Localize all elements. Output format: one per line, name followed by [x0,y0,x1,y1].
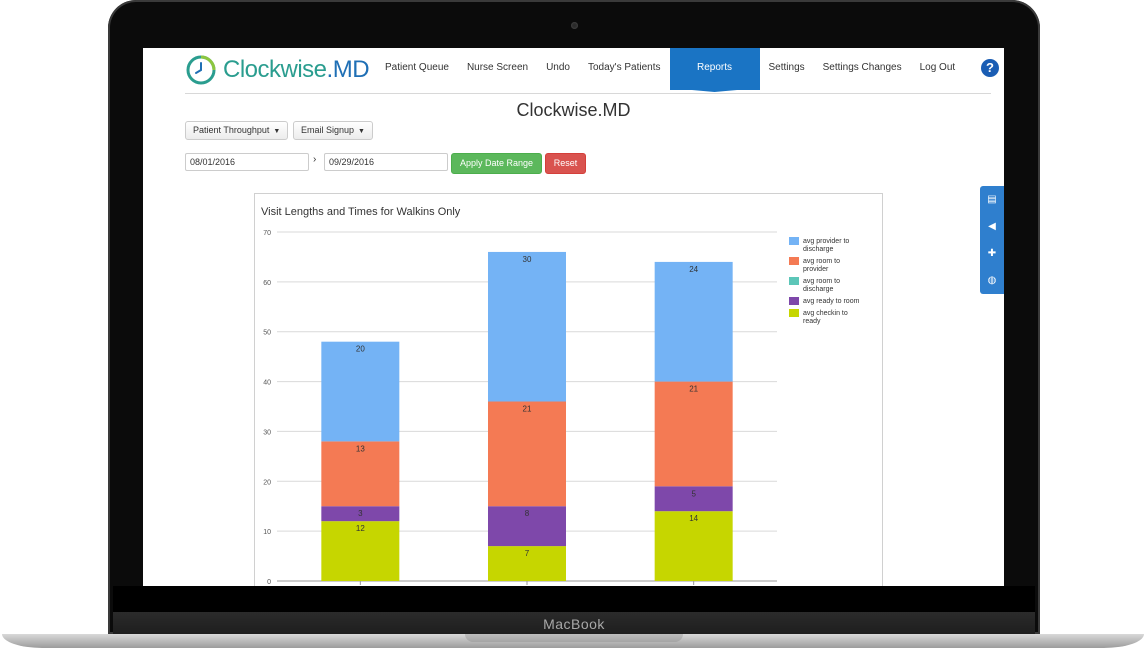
chart-title: Visit Lengths and Times for Walkins Only [261,206,461,218]
email-signup-dropdown[interactable]: Email Signup ▼ [293,121,373,140]
nav-settings-changes[interactable]: Settings Changes [822,62,902,73]
legend-label: avg checkin to [803,310,848,317]
clockwise-logo[interactable]: Clockwise.MD [185,52,370,88]
nav-settings[interactable]: Settings [768,62,805,73]
date-range-arrow-icon: › [313,154,317,165]
end-date-input[interactable] [324,153,448,171]
nav-nurse-screen[interactable]: Nurse Screen [466,62,529,73]
nav-undo[interactable]: Undo [546,62,570,73]
bar-segment [654,486,733,512]
logo-text: Clockwise.MD [223,56,370,83]
report-select-dropdown[interactable]: Patient Throughput ▼ [185,121,289,140]
bar-segment [654,511,733,581]
nav-todays-patients[interactable]: Today's Patients [587,62,661,73]
data-label: 12 [356,524,365,533]
page-title: Clockwise.MD [516,100,631,120]
legend-label: ready [803,318,821,325]
y-tick-label: 70 [263,230,271,237]
laptop-notch [465,634,683,642]
legend-swatch [789,237,799,245]
bar-segment [488,546,566,581]
legend-label: avg room to [803,278,840,285]
chart-panel: Visit Lengths and Times for Walkins Only… [254,193,883,586]
reset-button[interactable]: Reset [545,153,586,174]
data-label: 20 [356,345,365,354]
data-label: 5 [691,489,696,498]
legend-swatch [789,257,799,265]
bar-segment [321,441,400,507]
globe-icon[interactable]: ◍ [987,275,997,286]
y-tick-label: 40 [263,380,271,387]
screen-chin [113,586,1035,612]
y-tick-label: 20 [263,479,271,486]
y-tick-label: 30 [263,429,271,436]
legend-swatch [789,277,799,285]
bar-segment [654,381,733,487]
y-tick-label: 10 [263,529,271,536]
data-label: 3 [358,509,363,518]
data-label: 21 [689,385,698,394]
y-tick-label: 0 [267,579,271,586]
legend-label: provider [803,266,829,273]
bar-segment [488,251,566,402]
bar-segment [321,506,400,522]
legend-label: avg provider to [803,238,849,245]
legend-label: discharge [803,246,833,253]
nav-log-out[interactable]: Log Out [919,62,956,73]
legend-label: avg room to [803,258,840,265]
data-label: 21 [523,405,532,414]
caret-down-icon: ▼ [358,128,365,135]
book-icon[interactable]: ▤ [987,194,997,205]
legend-label: avg ready to room [803,298,860,305]
bar-segment [488,401,566,507]
camera-icon [571,22,578,29]
start-date-input[interactable] [185,153,309,171]
bar-segment [488,506,566,547]
caret-down-icon: ▼ [273,128,281,135]
apply-date-range-button[interactable]: Apply Date Range [451,153,542,174]
header-divider [185,93,991,94]
data-label: 13 [356,444,365,453]
data-label: 24 [689,265,698,274]
bar-segment [321,521,400,581]
stacked-bar-chart: Visit Lengths and Times for Walkins Only… [261,206,860,586]
y-tick-label: 50 [263,330,271,337]
bar-segment [321,341,400,442]
legend-swatch [789,309,799,317]
email-signup-label: Email Signup [301,125,355,135]
bar-segment [654,261,733,382]
data-label: 30 [523,255,532,264]
brand-label: MacBook [543,616,605,632]
help-icon[interactable]: ? [981,59,999,77]
nav-patient-queue[interactable]: Patient Queue [385,62,449,73]
nav-reports[interactable]: Reports [669,48,760,90]
legend-label: discharge [803,286,833,293]
app-screen: Clockwise.MD Patient Queue Nurse Screen … [143,48,1004,586]
data-label: 8 [525,509,530,518]
main-nav: Patient Queue Nurse Screen Undo Today's … [376,48,964,90]
side-toolbar: ▤ ◀ ✚ ◍ [980,186,1004,294]
y-tick-label: 60 [263,280,271,287]
bottom-bezel: MacBook [113,612,1035,636]
report-select-label: Patient Throughput [193,125,270,135]
megaphone-icon[interactable]: ◀ [988,221,996,232]
ambulance-icon[interactable]: ✚ [987,248,997,259]
data-label: 7 [525,549,530,558]
legend-swatch [789,297,799,305]
data-label: 14 [689,514,698,523]
clock-logo-icon [186,55,216,85]
